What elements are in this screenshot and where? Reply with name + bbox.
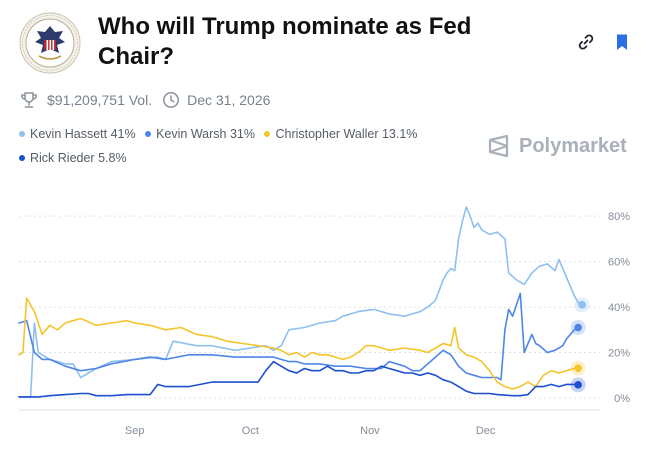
legend-item-warsh: Kevin Warsh 31% xyxy=(145,122,255,146)
legend-item-waller: Christopher Waller 13.1% xyxy=(264,122,417,146)
market-volume: $91,209,751 Vol. xyxy=(47,92,153,108)
brand-name: Polymarket xyxy=(519,134,627,157)
x-tick-label: Nov xyxy=(360,425,380,437)
legend-label: Kevin Warsh 31% xyxy=(156,127,255,141)
legend-label: Rick Rieder 5.8% xyxy=(30,151,127,165)
trophy-icon xyxy=(21,92,37,108)
endpoint-markers xyxy=(570,297,590,393)
clock-icon xyxy=(163,92,180,108)
series-line-kevin-warsh xyxy=(18,292,579,381)
y-tick-label: 20% xyxy=(608,348,630,360)
y-tick-label: 80% xyxy=(608,211,630,223)
market-meta: $91,209,751 Vol. Dec 31, 2026 xyxy=(19,90,270,110)
endpoint-dot-christopher-waller xyxy=(574,364,582,373)
series-line-kevin-hassett xyxy=(18,206,583,398)
legend-label: Kevin Hassett 41% xyxy=(30,127,136,141)
grid-layer: 0% 20% 40% 60% 80% xyxy=(19,211,630,411)
x-tick-label: Sep xyxy=(125,425,145,437)
bookmark-icon[interactable] xyxy=(612,32,632,52)
x-axis: Sep Oct Nov Dec xyxy=(125,425,496,437)
series-layer xyxy=(18,206,583,398)
polymarket-logo-icon xyxy=(488,134,509,158)
x-tick-label: Dec xyxy=(476,425,496,437)
series-line-christopher-waller xyxy=(18,297,579,390)
link-icon[interactable] xyxy=(576,32,596,52)
chart-legend: Kevin Hassett 41% Kevin Warsh 31% Christ… xyxy=(19,122,459,170)
y-tick-label: 0% xyxy=(614,393,630,405)
y-tick-label: 40% xyxy=(608,302,630,314)
federal-reserve-seal-icon xyxy=(19,12,81,74)
endpoint-dot-rick-rieder xyxy=(574,381,582,389)
legend-item-hassett: Kevin Hassett 41% xyxy=(19,122,136,146)
endpoint-dot-kevin-hassett xyxy=(578,301,586,309)
endpoint-dot-kevin-warsh xyxy=(574,323,582,332)
legend-label: Christopher Waller 13.1% xyxy=(275,127,418,141)
polymarket-brand: Polymarket xyxy=(487,134,627,158)
market-title: Who will Trump nominate as Fed Chair? xyxy=(98,13,472,70)
price-history-chart: 0% 20% 40% 60% 80% Sep Oct Nov Dec xyxy=(18,206,630,437)
series-line-rick-rieder xyxy=(18,360,579,398)
market-end-date: Dec 31, 2026 xyxy=(187,92,271,108)
legend-item-rieder: Rick Rieder 5.8% xyxy=(19,146,127,170)
y-tick-label: 60% xyxy=(608,257,630,269)
x-tick-label: Oct xyxy=(242,425,259,437)
